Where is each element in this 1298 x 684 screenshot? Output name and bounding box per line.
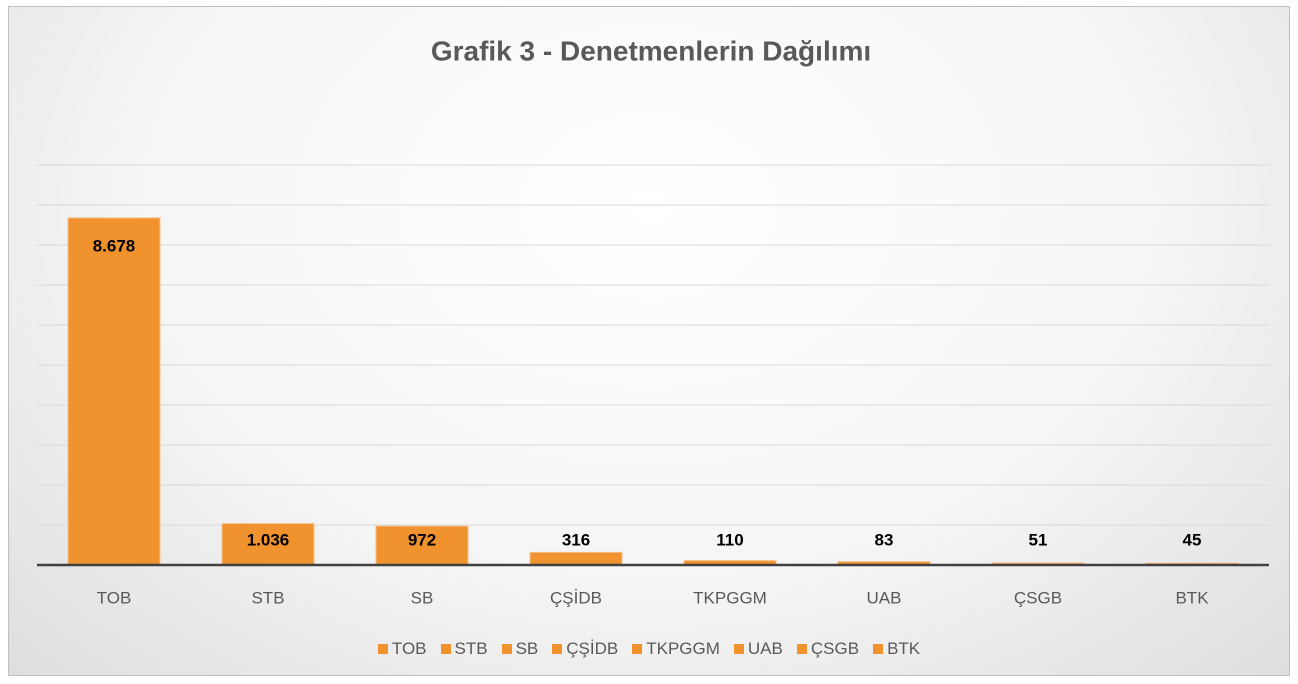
legend-item: SB [501,639,539,659]
legend-item: TKPGGM [632,639,720,659]
x-tick-label: ÇSGB [1014,588,1062,607]
legend-marker [501,644,512,654]
chart: Grafik 3 - Denetmenlerin Dağılımı TOB 8.6… [37,35,1269,607]
chart-frame: Grafik 3 - Denetmenlerin Dağılımı TOB 8.6… [8,6,1290,676]
legend-label: STB [454,639,488,658]
data-label: 972 [408,530,436,549]
bar [67,217,161,566]
legend-label: UAB [747,639,783,658]
legend-marker [873,644,884,654]
x-tick-label: TKPGGM [693,588,767,607]
legend-item: ÇSGB [796,639,860,659]
x-tick-label: ÇŞİDB [550,588,602,607]
legend-item: UAB [733,639,783,659]
data-label: 110 [716,530,743,549]
x-tick-label: TOB [97,588,132,607]
legend-label: TOB [391,639,427,658]
data-label: 51 [1029,530,1048,549]
legend-item: STB [440,639,488,659]
legend-item: TOB [377,639,427,659]
bar [529,551,623,566]
chart-title: Grafik 3 - Denetmenlerin Dağılımı [431,35,871,66]
data-label: 1.036 [247,530,290,549]
legend-label: BTK [887,639,921,658]
data-label: 316 [562,530,590,549]
legend-marker [377,644,388,654]
legend-marker [440,644,451,654]
legend-item: BTK [873,639,920,659]
x-tick-label: STB [251,588,284,607]
data-label: 45 [1183,530,1202,549]
x-tick-label: BTK [1175,588,1209,607]
legend: TOB STB SB ÇŞİDB TKPGGM UAB ÇSGB BTK [9,639,1289,659]
bar [221,523,315,566]
data-label: 8.678 [93,236,136,255]
legend-label: SB [515,639,539,658]
data-label: 83 [875,530,894,549]
legend-label: ÇŞİDB [566,639,619,658]
x-tick-label: UAB [867,588,902,607]
legend-marker [796,644,807,654]
legend-marker [733,644,744,654]
legend-marker [632,644,643,654]
bar [375,525,469,566]
x-tick-label: SB [411,588,434,607]
legend-label: TKPGGM [646,639,720,658]
legend-label: ÇSGB [810,639,860,658]
legend-marker [552,644,563,654]
legend-item: ÇŞİDB [552,639,618,659]
